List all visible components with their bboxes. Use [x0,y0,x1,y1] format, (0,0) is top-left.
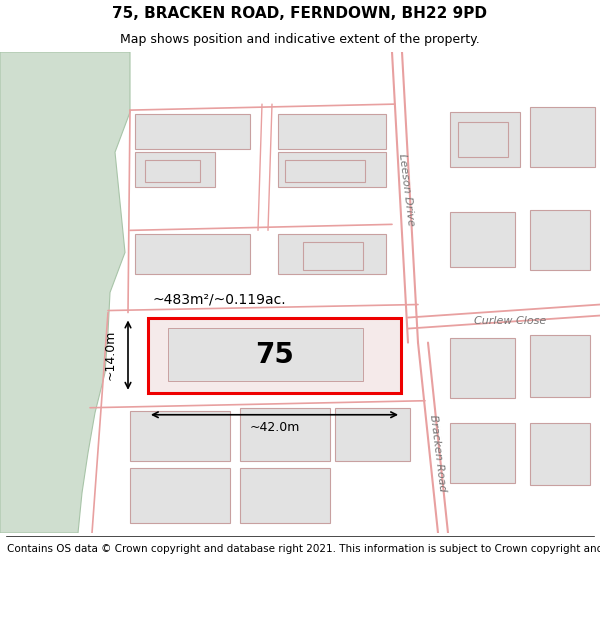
Text: Contains OS data © Crown copyright and database right 2021. This information is : Contains OS data © Crown copyright and d… [7,544,600,554]
Bar [148,318,401,392]
Bar [278,152,386,188]
Bar [130,411,230,461]
Bar [530,107,595,168]
Bar [168,328,363,381]
Bar [450,338,515,398]
Bar [278,234,386,274]
Bar [135,234,250,274]
Bar [135,114,250,149]
Bar [530,422,590,485]
Text: Leeson Drive: Leeson Drive [397,154,415,227]
Bar [135,152,215,188]
Bar [450,213,515,268]
Bar [278,114,386,149]
Bar [303,242,363,271]
Bar [335,408,410,461]
Bar [145,160,200,182]
Bar [458,122,508,158]
Text: ~42.0m: ~42.0m [250,421,299,434]
Text: Curlew Close: Curlew Close [474,316,546,326]
Text: ~14.0m: ~14.0m [104,330,116,381]
Text: ~483m²/~0.119ac.: ~483m²/~0.119ac. [153,292,287,306]
Polygon shape [0,52,130,533]
Bar [530,211,590,271]
Bar [450,422,515,483]
Text: 75, BRACKEN ROAD, FERNDOWN, BH22 9PD: 75, BRACKEN ROAD, FERNDOWN, BH22 9PD [113,6,487,21]
Bar [130,468,230,523]
Bar [240,468,330,523]
Bar [530,334,590,397]
Bar [285,160,365,182]
Bar [240,408,330,461]
Text: Map shows position and indicative extent of the property.: Map shows position and indicative extent… [120,32,480,46]
Bar [450,112,520,168]
Text: Bracken Road: Bracken Road [428,414,448,492]
Text: 75: 75 [255,341,294,369]
